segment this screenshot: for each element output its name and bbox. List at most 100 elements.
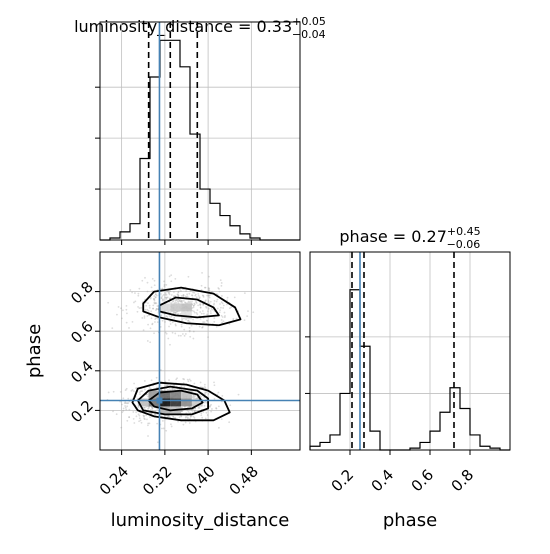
joint-sample-point	[215, 300, 218, 303]
joint-sample-point	[213, 317, 216, 320]
joint-sample-point	[190, 302, 193, 304]
joint-sample-point	[141, 390, 144, 392]
joint-sample-point	[209, 293, 211, 296]
joint-sample-point	[123, 402, 126, 405]
joint-sample-point	[161, 319, 164, 322]
joint-density-cell-3	[181, 398, 192, 407]
joint-sample-point	[200, 414, 203, 417]
joint-sample-point	[199, 303, 202, 306]
joint-sample-point	[190, 324, 193, 327]
right-hist-frame	[309, 251, 511, 451]
joint-sample-point	[186, 416, 189, 419]
joint-sample-point	[176, 293, 179, 296]
joint-sample-point	[184, 421, 187, 424]
joint-sample-point	[199, 306, 202, 309]
joint-sample-point	[150, 317, 153, 320]
joint-sample-point	[180, 325, 183, 328]
joint-sample-point	[174, 416, 177, 419]
joint-sample-point	[176, 299, 179, 301]
joint-sample-point	[217, 391, 220, 394]
joint-sample-point	[198, 407, 201, 409]
joint-sample-point	[166, 316, 169, 318]
joint-sample-point	[177, 295, 180, 297]
joint-sample-point	[175, 298, 178, 301]
joint-sample-point	[198, 393, 200, 396]
joint-sample-point	[121, 411, 124, 414]
joint-sample-point	[151, 323, 154, 326]
joint-sample-point	[184, 416, 187, 419]
y-axis-label-phase: phase	[24, 324, 45, 378]
joint-sample-point	[150, 310, 153, 313]
joint-sample-point	[168, 291, 170, 294]
joint-sample-point	[208, 275, 210, 278]
joint-sample-point	[170, 315, 172, 318]
joint-sample-point	[164, 296, 167, 299]
joint-sample-point	[220, 418, 223, 421]
joint-sample-point	[202, 304, 205, 306]
joint-sample-point	[161, 295, 164, 298]
joint-sample-point	[164, 384, 167, 386]
joint-sample-point	[205, 319, 208, 322]
joint-sample-point	[182, 423, 185, 426]
joint-sample-point	[181, 301, 183, 304]
joint-sample-point	[193, 311, 196, 314]
joint-sample-point	[201, 326, 204, 329]
joint-sample-point	[178, 299, 181, 301]
joint-sample-point	[166, 384, 169, 387]
joint-sample-point	[182, 295, 184, 297]
joint-sample-point	[143, 414, 145, 417]
joint-sample-point	[170, 423, 172, 426]
joint-sample-point	[207, 300, 210, 303]
joint-sample-point	[172, 300, 175, 302]
joint-sample-point	[189, 414, 192, 417]
joint-sample-point	[226, 299, 229, 302]
joint-sample-point	[193, 303, 196, 306]
joint-sample-point	[134, 292, 136, 294]
joint-sample-point	[163, 283, 166, 286]
joint-sample-point	[220, 314, 223, 317]
joint-sample-point	[197, 407, 200, 409]
joint-sample-point	[220, 284, 223, 287]
joint-sample-point	[243, 319, 246, 322]
joint-sample-point	[204, 391, 207, 394]
joint-sample-point	[185, 415, 188, 418]
joint-sample-point	[222, 307, 225, 309]
joint-sample-point	[179, 288, 181, 291]
joint-sample-point	[226, 303, 228, 306]
joint-sample-point	[125, 321, 128, 324]
joint-sample-point	[153, 295, 156, 297]
joint-sample-point	[187, 380, 190, 383]
joint-density-cell-6	[170, 390, 182, 399]
joint-sample-point	[139, 393, 141, 396]
joint-sample-point	[198, 296, 201, 299]
joint-sample-point	[182, 293, 185, 296]
joint-sample-point	[132, 390, 135, 393]
joint-sample-point	[188, 292, 191, 295]
joint-sample-point	[163, 280, 165, 283]
joint-sample-point	[169, 343, 171, 346]
joint-sample-point	[169, 323, 172, 325]
title-luminosity-distance-minus: −0.04	[292, 28, 326, 41]
joint-sample-point	[185, 290, 188, 292]
joint-sample-point	[192, 318, 194, 321]
joint-density-cell-15	[181, 311, 192, 320]
joint-sample-point	[124, 401, 127, 403]
joint-sample-point	[195, 302, 198, 304]
joint-sample-point	[151, 322, 154, 325]
joint-sample-point	[130, 389, 133, 392]
joint-sample-point	[168, 379, 170, 382]
joint-sample-point	[140, 421, 143, 424]
top-hist-frame	[99, 21, 301, 241]
joint-sample-point	[180, 300, 183, 302]
joint-sample-point	[209, 310, 212, 312]
joint-sample-point	[125, 312, 128, 315]
joint-sample-point	[217, 426, 220, 429]
joint-sample-point	[161, 287, 164, 290]
joint-sample-point	[147, 422, 150, 425]
joint-sample-point	[137, 294, 140, 297]
joint-sample-point	[223, 316, 226, 319]
joint-sample-point	[156, 408, 159, 411]
joint-sample-point	[146, 290, 149, 293]
joint-sample-point	[173, 316, 176, 319]
